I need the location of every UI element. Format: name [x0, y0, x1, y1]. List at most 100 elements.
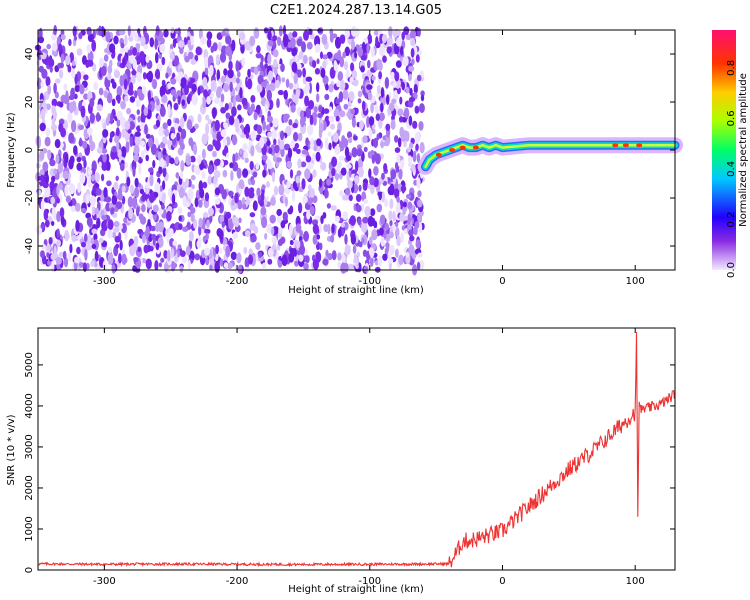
spectrogram-cell [223, 262, 229, 269]
spectrogram-cell [45, 127, 51, 137]
spectrogram-cell [371, 75, 376, 81]
spectrogram-cell [316, 58, 320, 65]
spectrogram-cell [207, 144, 214, 152]
spectrogram-cell [83, 93, 89, 100]
spectrogram-cell [216, 228, 223, 237]
spectrogram-cell [290, 104, 296, 113]
spectrogram-cell [214, 159, 221, 166]
spectrogram-cell [64, 153, 69, 164]
spectrogram-cell [310, 141, 315, 150]
spectrogram-cell [363, 265, 369, 273]
spectrogram-cell [390, 71, 395, 81]
spectrogram-cell [86, 244, 93, 251]
spectrogram-cell [389, 219, 393, 227]
spectrogram-cell [223, 68, 228, 76]
spectrogram-cell [223, 82, 230, 93]
spectrogram-cell [55, 256, 62, 265]
spectrogram-cell [328, 115, 335, 123]
spectrogram-cell [155, 242, 160, 251]
spectrogram-cell [185, 155, 192, 166]
spectrogram-cell [96, 147, 103, 154]
spectrogram-cell [145, 258, 152, 270]
spectrogram-cell [344, 233, 348, 245]
spectrogram-cell [252, 171, 258, 178]
spectrogram-cell [119, 239, 123, 251]
spectrogram-cell [214, 139, 221, 152]
spectrogram-cell [289, 239, 294, 246]
spectrogram-cell [155, 119, 161, 128]
y-tick-label: 4000 [24, 393, 35, 418]
spectrogram-cell [354, 160, 359, 172]
spectrogram-cell [397, 202, 401, 213]
spectrogram-cell [360, 54, 367, 61]
spectrogram-cell [354, 51, 358, 59]
spectrogram-cell [296, 170, 302, 176]
spectrogram-cell [407, 213, 411, 225]
spectrogram-cell [80, 105, 86, 118]
spectrogram-cell [184, 84, 189, 96]
spectrogram-cell [102, 153, 107, 163]
spectrogram-cell [68, 158, 74, 170]
spectrogram-cell [400, 232, 404, 244]
spectrogram-cell [385, 123, 391, 131]
spectrogram-cell [103, 90, 108, 98]
spectrogram-cell [296, 148, 301, 155]
spectrogram-cell [127, 25, 131, 37]
spectrogram-cell [299, 110, 305, 119]
spectrogram-cell [202, 96, 206, 109]
spectrogram-cell [388, 26, 393, 38]
spectrogram-cell [399, 96, 403, 105]
spectrogram-cell [120, 42, 125, 49]
spectrogram-cell [301, 178, 306, 190]
spectrogram-cell [325, 83, 329, 91]
spectrogram-cell [216, 32, 223, 40]
spectrogram-cell [101, 148, 108, 154]
spectrogram-cell [107, 65, 113, 74]
spectrogram-cell [407, 100, 414, 108]
spectrogram-cell [358, 184, 362, 192]
spectrogram-cell [324, 187, 329, 199]
spectrogram-cell [256, 124, 263, 135]
spectrogram-cell [162, 180, 166, 191]
spectrogram-cell [119, 47, 126, 54]
spectrogram-cell [116, 110, 123, 121]
spectrogram-cell [144, 123, 148, 135]
spectrogram-cell [152, 78, 158, 90]
spectrogram-cell [314, 68, 320, 75]
spectrogram-cell [73, 35, 78, 41]
spectrogram-cell [267, 40, 274, 47]
spectrogram-cell [125, 140, 130, 153]
spectrogram-cell [155, 25, 160, 37]
spectrogram-cell [298, 202, 303, 214]
spectrogram-cell [277, 36, 282, 47]
spectrogram-cell [274, 79, 280, 89]
spectrogram-cell [250, 95, 256, 103]
spectrogram-cell [291, 61, 298, 73]
spectrogram-cell [62, 170, 70, 180]
spectrogram-cell [412, 150, 417, 163]
spectrogram-cell [53, 82, 57, 94]
spectrogram-cell [173, 102, 179, 111]
spectrogram-cell [376, 58, 382, 70]
spectrogram-cell [414, 105, 420, 114]
spectrogram-cell [348, 194, 353, 202]
spectrogram-cell [312, 234, 317, 245]
spectrogram-cell [126, 107, 132, 115]
signal-peak [449, 148, 456, 152]
spectrogram-cell [89, 112, 95, 124]
spectrogram-cell [56, 184, 60, 196]
spectrogram-cell [302, 67, 306, 78]
spectrogram-cell [212, 131, 217, 140]
spectrogram-cell [220, 107, 227, 114]
spectrogram-cell [410, 163, 416, 172]
spectrogram-cell [77, 181, 82, 193]
spectrogram-cell [89, 134, 93, 146]
signal-peak [472, 145, 479, 150]
spectrogram-cell [267, 30, 272, 41]
spectrogram-cell [158, 221, 164, 233]
spectrogram-cell [68, 183, 76, 195]
spectrogram-cell [109, 43, 116, 53]
spectrogram-cell [378, 227, 384, 236]
spectrogram-cell [354, 175, 360, 185]
spectrogram-cell [266, 223, 273, 234]
